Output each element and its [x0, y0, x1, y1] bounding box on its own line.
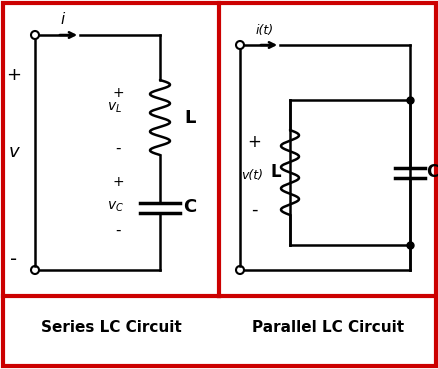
Text: +: + — [112, 175, 124, 189]
Text: Parallel LC Circuit: Parallel LC Circuit — [251, 321, 403, 335]
Text: L: L — [270, 163, 281, 181]
Text: Series LC Circuit: Series LC Circuit — [41, 321, 181, 335]
Text: L: L — [184, 109, 195, 127]
Text: -: - — [115, 223, 120, 238]
Text: -: - — [11, 251, 18, 269]
Text: C: C — [425, 163, 437, 181]
Text: i: i — [61, 12, 65, 27]
Text: +: + — [112, 86, 124, 100]
Text: v: v — [9, 143, 19, 161]
Text: C: C — [183, 198, 196, 216]
Text: -: - — [115, 141, 120, 155]
Text: $v_L$: $v_L$ — [107, 101, 122, 115]
Text: $v_C$: $v_C$ — [106, 200, 123, 214]
Text: i(t): i(t) — [255, 24, 273, 37]
Text: -: - — [250, 201, 257, 219]
Text: +: + — [247, 133, 260, 151]
Text: +: + — [7, 66, 21, 84]
Text: v(t): v(t) — [240, 169, 262, 182]
